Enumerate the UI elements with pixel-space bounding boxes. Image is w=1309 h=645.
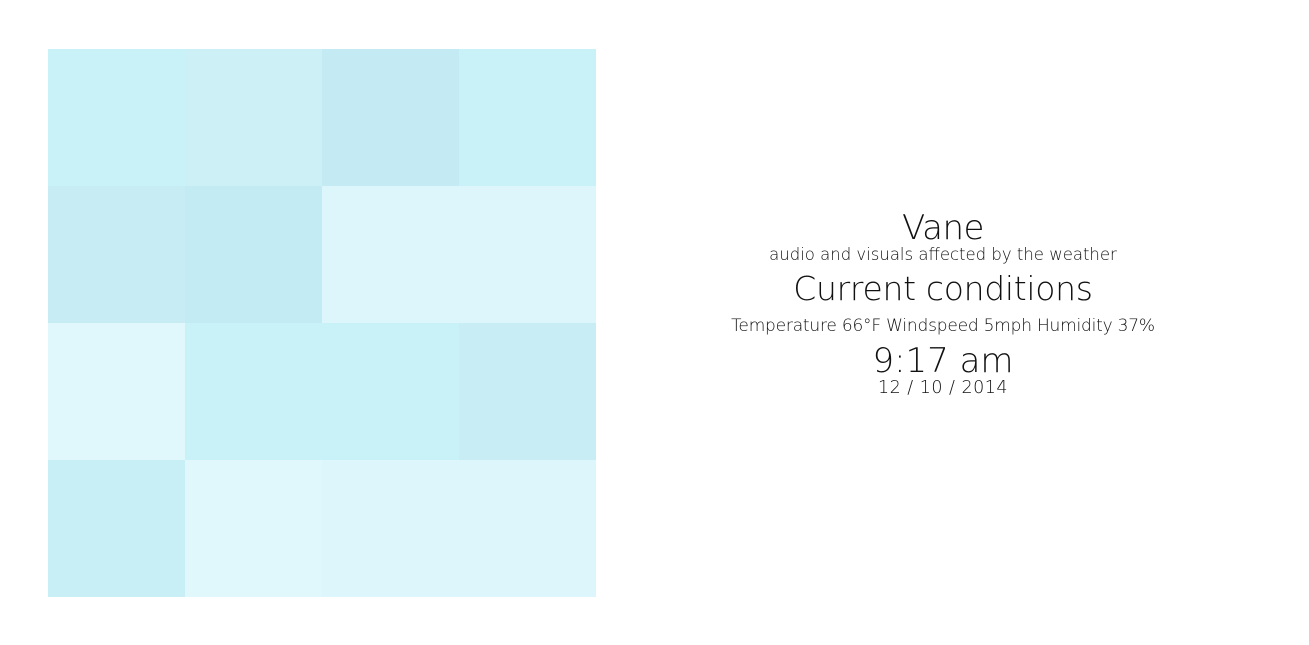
app-title: Vane: [902, 208, 984, 248]
visual-tile: [185, 186, 322, 323]
weather-stats: Temperature 66°F Windspeed 5mph Humidity…: [731, 316, 1155, 336]
visual-tile: [322, 323, 459, 460]
visual-tile: [48, 186, 185, 323]
visual-tile: [459, 186, 596, 323]
weather-visual-grid: [48, 49, 596, 597]
visual-tile: [459, 460, 596, 597]
visual-tile: [185, 49, 322, 186]
current-date: 12 / 10 / 2014: [877, 378, 1009, 398]
visual-tile: [185, 323, 322, 460]
weather-info-panel: Vane audio and visuals affected by the w…: [700, 210, 1186, 398]
visual-tile: [322, 460, 459, 597]
current-time: 9:17 am: [872, 341, 1014, 381]
visual-tile: [185, 460, 322, 597]
conditions-heading: Current conditions: [793, 269, 1093, 308]
visual-tile: [459, 49, 596, 186]
visual-tile: [322, 49, 459, 186]
visual-tile: [322, 186, 459, 323]
visual-tile: [48, 460, 185, 597]
visual-tile: [48, 49, 185, 186]
visual-tile: [459, 323, 596, 460]
app-subtitle: audio and visuals affected by the weathe…: [769, 245, 1117, 264]
visual-tile: [48, 323, 185, 460]
